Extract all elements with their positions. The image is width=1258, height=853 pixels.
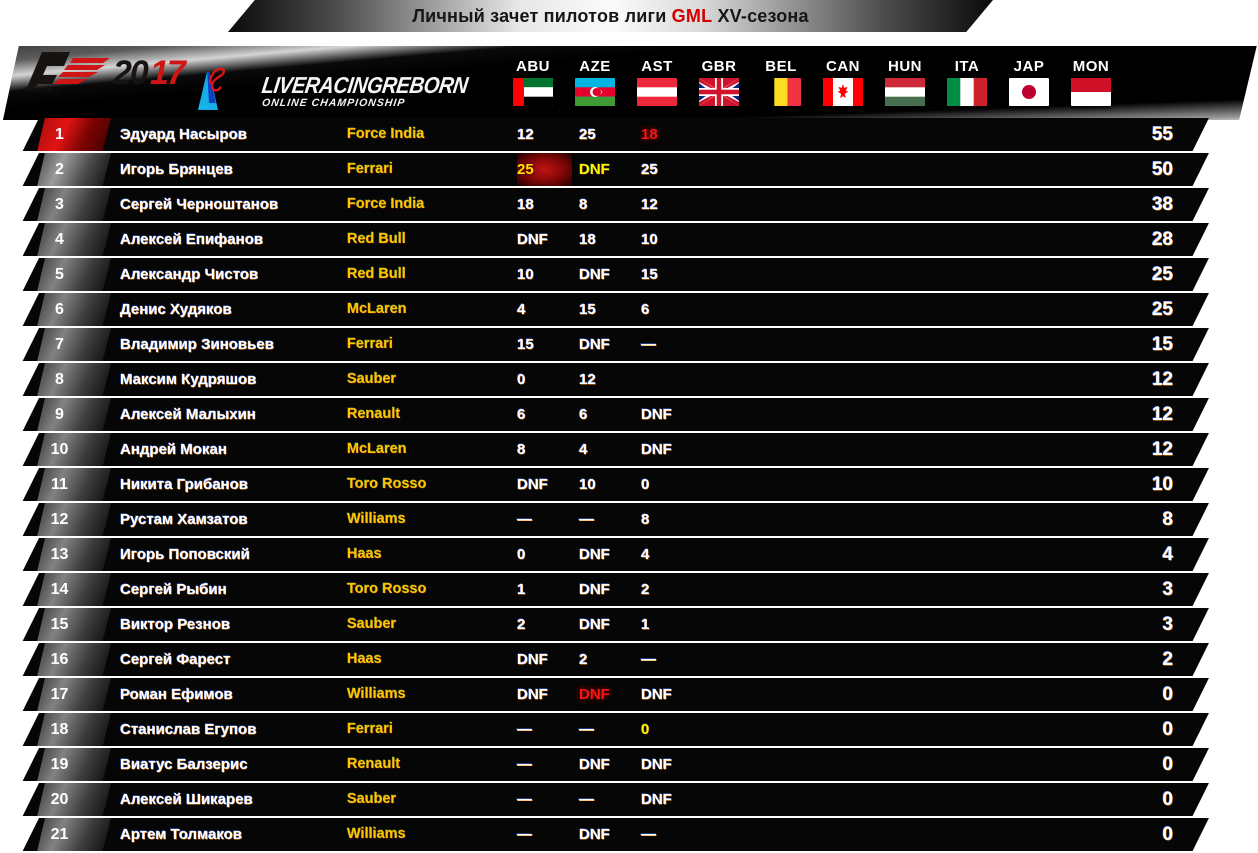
svg-text:20: 20 bbox=[112, 54, 149, 92]
svg-text:Formula 1: Formula 1 bbox=[24, 85, 60, 94]
svg-text:17: 17 bbox=[150, 54, 188, 92]
svg-text:live: live bbox=[199, 105, 209, 111]
